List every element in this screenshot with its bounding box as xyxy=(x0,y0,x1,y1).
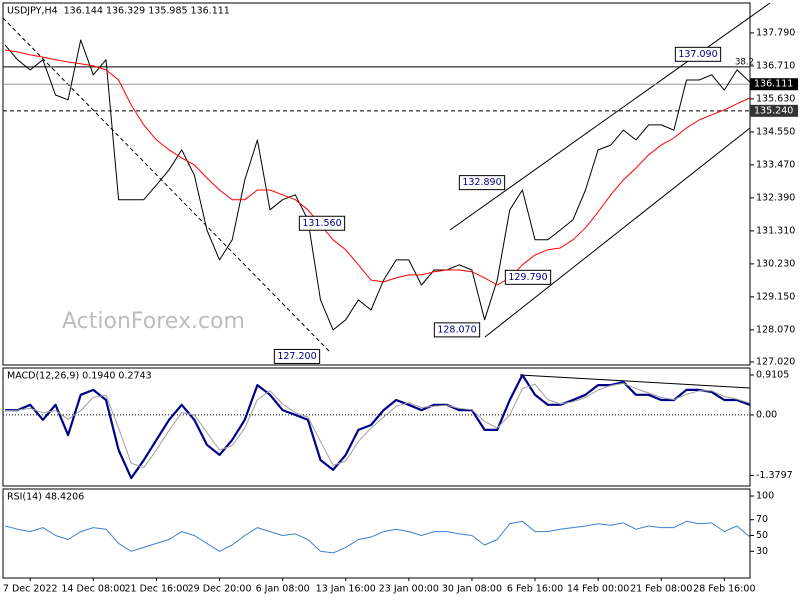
x-tick-label: 21 Feb 08:00 xyxy=(630,584,692,595)
last-price-label: 136.111 xyxy=(754,79,793,90)
macd-panel xyxy=(2,367,751,487)
support-label: 135.240 xyxy=(754,105,793,116)
panel-title: MACD(12,26,9) 0.1940 0.2743 xyxy=(7,371,152,382)
y-tick-label: 135.630 xyxy=(756,93,795,104)
panel-title: USDJPY,H4 xyxy=(7,6,58,17)
y-tick-label: 136.710 xyxy=(756,60,795,71)
last-price-box xyxy=(750,78,798,91)
y-tick-label: 0.00 xyxy=(756,409,777,420)
y-tick-label: 0.9105 xyxy=(756,369,789,380)
series-line xyxy=(4,520,750,554)
channel-upper xyxy=(449,2,771,231)
price-annotation-box xyxy=(674,46,722,62)
y-tick-label: 134.550 xyxy=(756,126,795,137)
support-box xyxy=(750,104,798,117)
x-tick-label: 29 Dec 20:00 xyxy=(188,584,252,595)
price-annotation-box xyxy=(433,322,481,338)
y-tick-label: 127.020 xyxy=(756,356,795,367)
price-panel xyxy=(2,2,751,366)
rsi-panel xyxy=(2,488,751,579)
downtrend-line xyxy=(2,17,331,353)
price-annotation-box xyxy=(273,348,321,364)
series-line xyxy=(4,382,750,469)
series-line xyxy=(4,49,750,286)
y-tick-label: -1.3797 xyxy=(756,470,793,481)
price-annotation-box xyxy=(298,215,346,231)
x-tick-label: 7 Dec 2022 xyxy=(3,584,58,595)
y-tick-label: 129.150 xyxy=(756,291,795,302)
y-tick-label: 128.070 xyxy=(756,324,795,335)
y-tick-label: 133.470 xyxy=(756,159,795,170)
y-tick-label: 137.790 xyxy=(756,27,795,38)
fib-label: 38.2 xyxy=(735,57,754,67)
x-tick-label: 30 Jan 08:00 xyxy=(442,584,502,595)
y-tick-label: 50 xyxy=(756,530,768,541)
price-annotation: 137.090 xyxy=(678,49,717,60)
x-tick-label: 28 Feb 16:00 xyxy=(693,584,755,595)
y-tick-label: 100 xyxy=(756,491,774,502)
price-values: 136.144 136.329 135.985 136.111 xyxy=(64,6,230,17)
x-tick-label: 6 Jan 08:00 xyxy=(256,584,310,595)
panel-title: RSI(14) 48.4206 xyxy=(7,492,84,503)
price-annotation: 129.790 xyxy=(508,272,547,283)
price-annotation-box xyxy=(504,269,552,285)
y-tick-label: 30 xyxy=(756,546,768,557)
series-line xyxy=(4,39,750,331)
price-annotation: 127.200 xyxy=(277,351,316,362)
y-tick-label: 131.310 xyxy=(756,225,795,236)
macd-divergence-line xyxy=(519,374,751,389)
x-tick-label: 6 Feb 16:00 xyxy=(507,584,563,595)
channel-lower xyxy=(484,127,751,338)
price-annotation-box xyxy=(458,175,506,191)
price-annotation: 132.890 xyxy=(462,177,501,188)
y-tick-label: 130.230 xyxy=(756,258,795,269)
watermark: ActionForex.com xyxy=(62,309,245,334)
y-tick-label: 70 xyxy=(756,514,768,525)
x-tick-label: 14 Feb 00:00 xyxy=(567,584,629,595)
price-annotation: 131.560 xyxy=(302,218,341,229)
x-tick-label: 13 Jan 16:00 xyxy=(316,584,376,595)
x-tick-label: 14 Dec 08:00 xyxy=(61,584,125,595)
y-tick-label: 132.390 xyxy=(756,192,795,203)
x-tick-label: 23 Jan 00:00 xyxy=(379,584,439,595)
x-tick-label: 21 Dec 16:00 xyxy=(124,584,188,595)
price-annotation: 128.070 xyxy=(437,324,476,335)
